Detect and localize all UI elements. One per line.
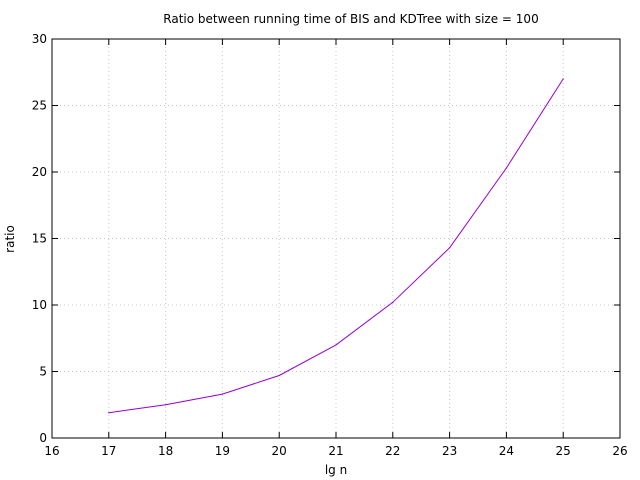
data-point	[392, 301, 394, 303]
y-tick-label: 20	[32, 165, 47, 179]
x-tick-label: 18	[158, 444, 173, 458]
x-tick-label: 17	[101, 444, 116, 458]
y-tick-label: 25	[32, 99, 47, 113]
x-tick-label: 20	[272, 444, 287, 458]
x-tick-label: 25	[556, 444, 571, 458]
x-tick-label: 22	[385, 444, 400, 458]
y-tick-label: 15	[32, 232, 47, 246]
x-tick-label: 26	[612, 444, 627, 458]
data-point	[165, 404, 167, 406]
axis-ticks: 16 17 18 19 20 21 22 23 24 25 26 0 5 10 15 20 25 30	[32, 32, 628, 458]
grid	[52, 39, 620, 438]
series-line	[108, 78, 564, 414]
x-tick-label: 23	[442, 444, 457, 458]
x-tick-label: 24	[499, 444, 514, 458]
x-tick-label: 21	[328, 444, 343, 458]
y-tick-label: 5	[39, 365, 47, 379]
x-tick-label: 16	[44, 444, 59, 458]
data-point	[278, 374, 280, 377]
data-point	[449, 247, 451, 249]
series-layer	[108, 78, 564, 414]
x-axis-label: lg n	[325, 463, 347, 477]
data-point	[108, 412, 110, 414]
data-point	[505, 167, 507, 169]
data-point	[335, 344, 337, 346]
chart-title: Ratio between running time of BIS and KD…	[163, 12, 538, 26]
y-tick-label: 10	[32, 298, 47, 312]
data-point	[221, 393, 223, 395]
y-axis-label: ratio	[3, 225, 17, 253]
data-point	[562, 78, 564, 80]
y-tick-label: 30	[32, 32, 47, 46]
y-tick-label: 0	[39, 431, 47, 445]
x-tick-label: 19	[215, 444, 230, 458]
